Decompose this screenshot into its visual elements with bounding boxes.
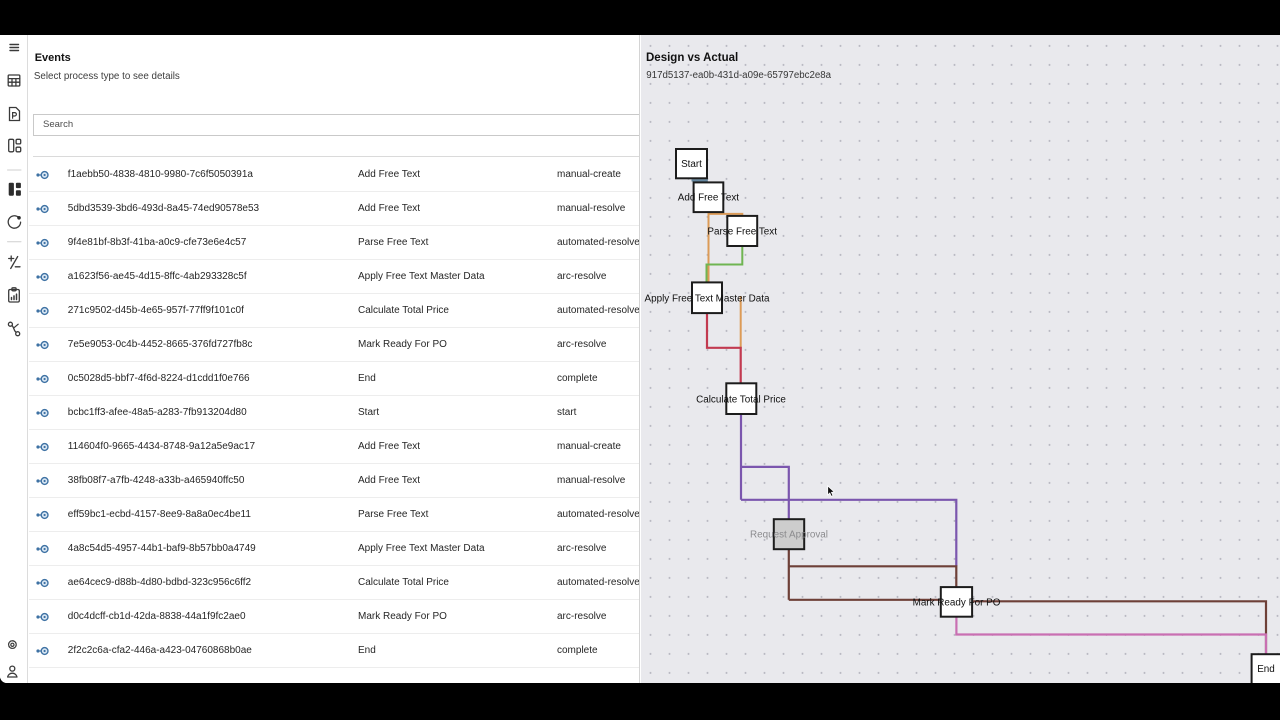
svg-text:Add Free Text: Add Free Text: [678, 193, 740, 204]
svg-text:Start: Start: [681, 159, 702, 170]
svg-text:Apply Free Text Master Data: Apply Free Text Master Data: [645, 294, 770, 305]
svg-text:End: End: [1257, 664, 1275, 675]
svg-text:Mark Ready For PO: Mark Ready For PO: [913, 598, 1001, 609]
svg-text:Request Approval: Request Approval: [750, 530, 828, 541]
svg-text:Calculate Total Price: Calculate Total Price: [696, 395, 786, 406]
svg-text:Parse Free Text: Parse Free Text: [707, 227, 777, 238]
